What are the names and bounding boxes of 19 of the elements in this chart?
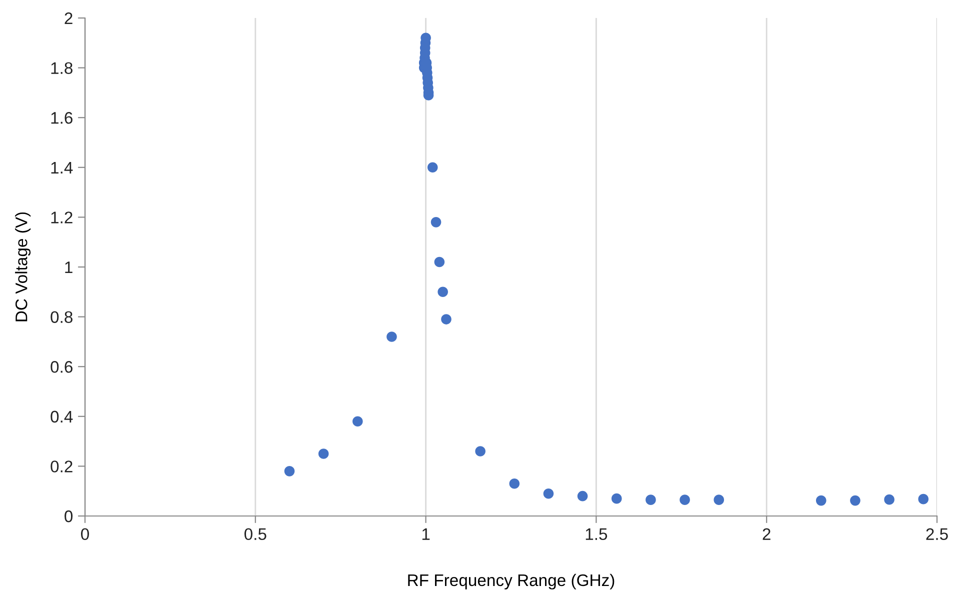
y-tick-label: 1 <box>65 262 72 274</box>
y-tick-label: 2 <box>64 12 72 24</box>
y-tick-label: 0.4 <box>50 410 73 423</box>
y-tick-label: 1.6 <box>51 112 72 124</box>
y-tick-label: 0.6 <box>50 361 72 373</box>
x-tick-label: 0 <box>81 528 89 540</box>
x-tick-label: 2 <box>762 528 770 540</box>
x-tick-label: 1 <box>422 528 430 540</box>
y-tick-label: 1.2 <box>51 212 72 224</box>
x-tick-label: 1.5 <box>586 528 608 540</box>
x-axis-title: RF Frequency Range (GHz) <box>408 574 614 590</box>
y-tick-label: 0.2 <box>50 460 72 472</box>
y-tick-label: 1.8 <box>51 62 72 74</box>
y-tick-label: 1.4 <box>51 162 73 174</box>
x-tick-label: 0.5 <box>244 528 266 540</box>
y-tick-label: 0 <box>64 510 73 522</box>
y-tick-label: 0.8 <box>50 311 72 324</box>
y-axis-title: DC Voltage (V) <box>15 212 31 322</box>
x-tick-label: 2.5 <box>926 528 948 540</box>
